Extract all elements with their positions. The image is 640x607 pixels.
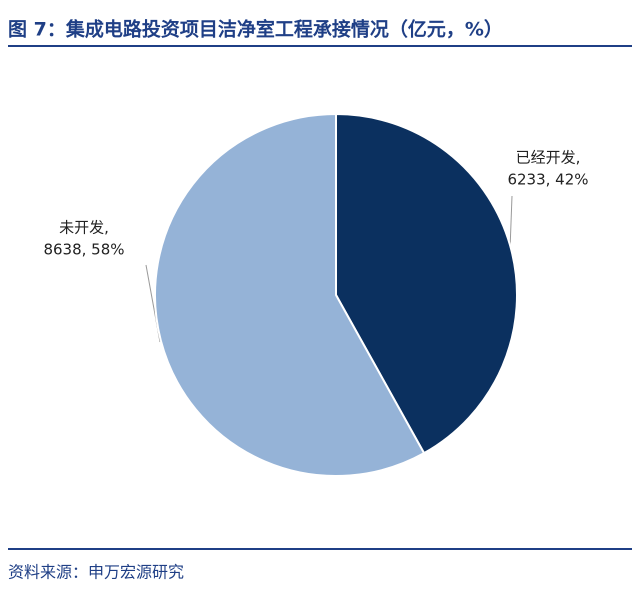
slice-label: 未开发,	[59, 219, 109, 237]
pie-slice	[154, 112, 426, 477]
value-label: 6233, 42%	[507, 171, 588, 189]
slice-label: 已经开发,	[516, 149, 581, 167]
leader-line	[509, 195, 513, 251]
value-label: 8638, 58%	[43, 241, 124, 259]
chart-title: 图 7：集成电路投资项目洁净室工程承接情况（亿元，%）	[8, 18, 503, 41]
pie-slice	[335, 112, 518, 455]
source: 资料来源：申万宏源研究	[8, 563, 184, 582]
